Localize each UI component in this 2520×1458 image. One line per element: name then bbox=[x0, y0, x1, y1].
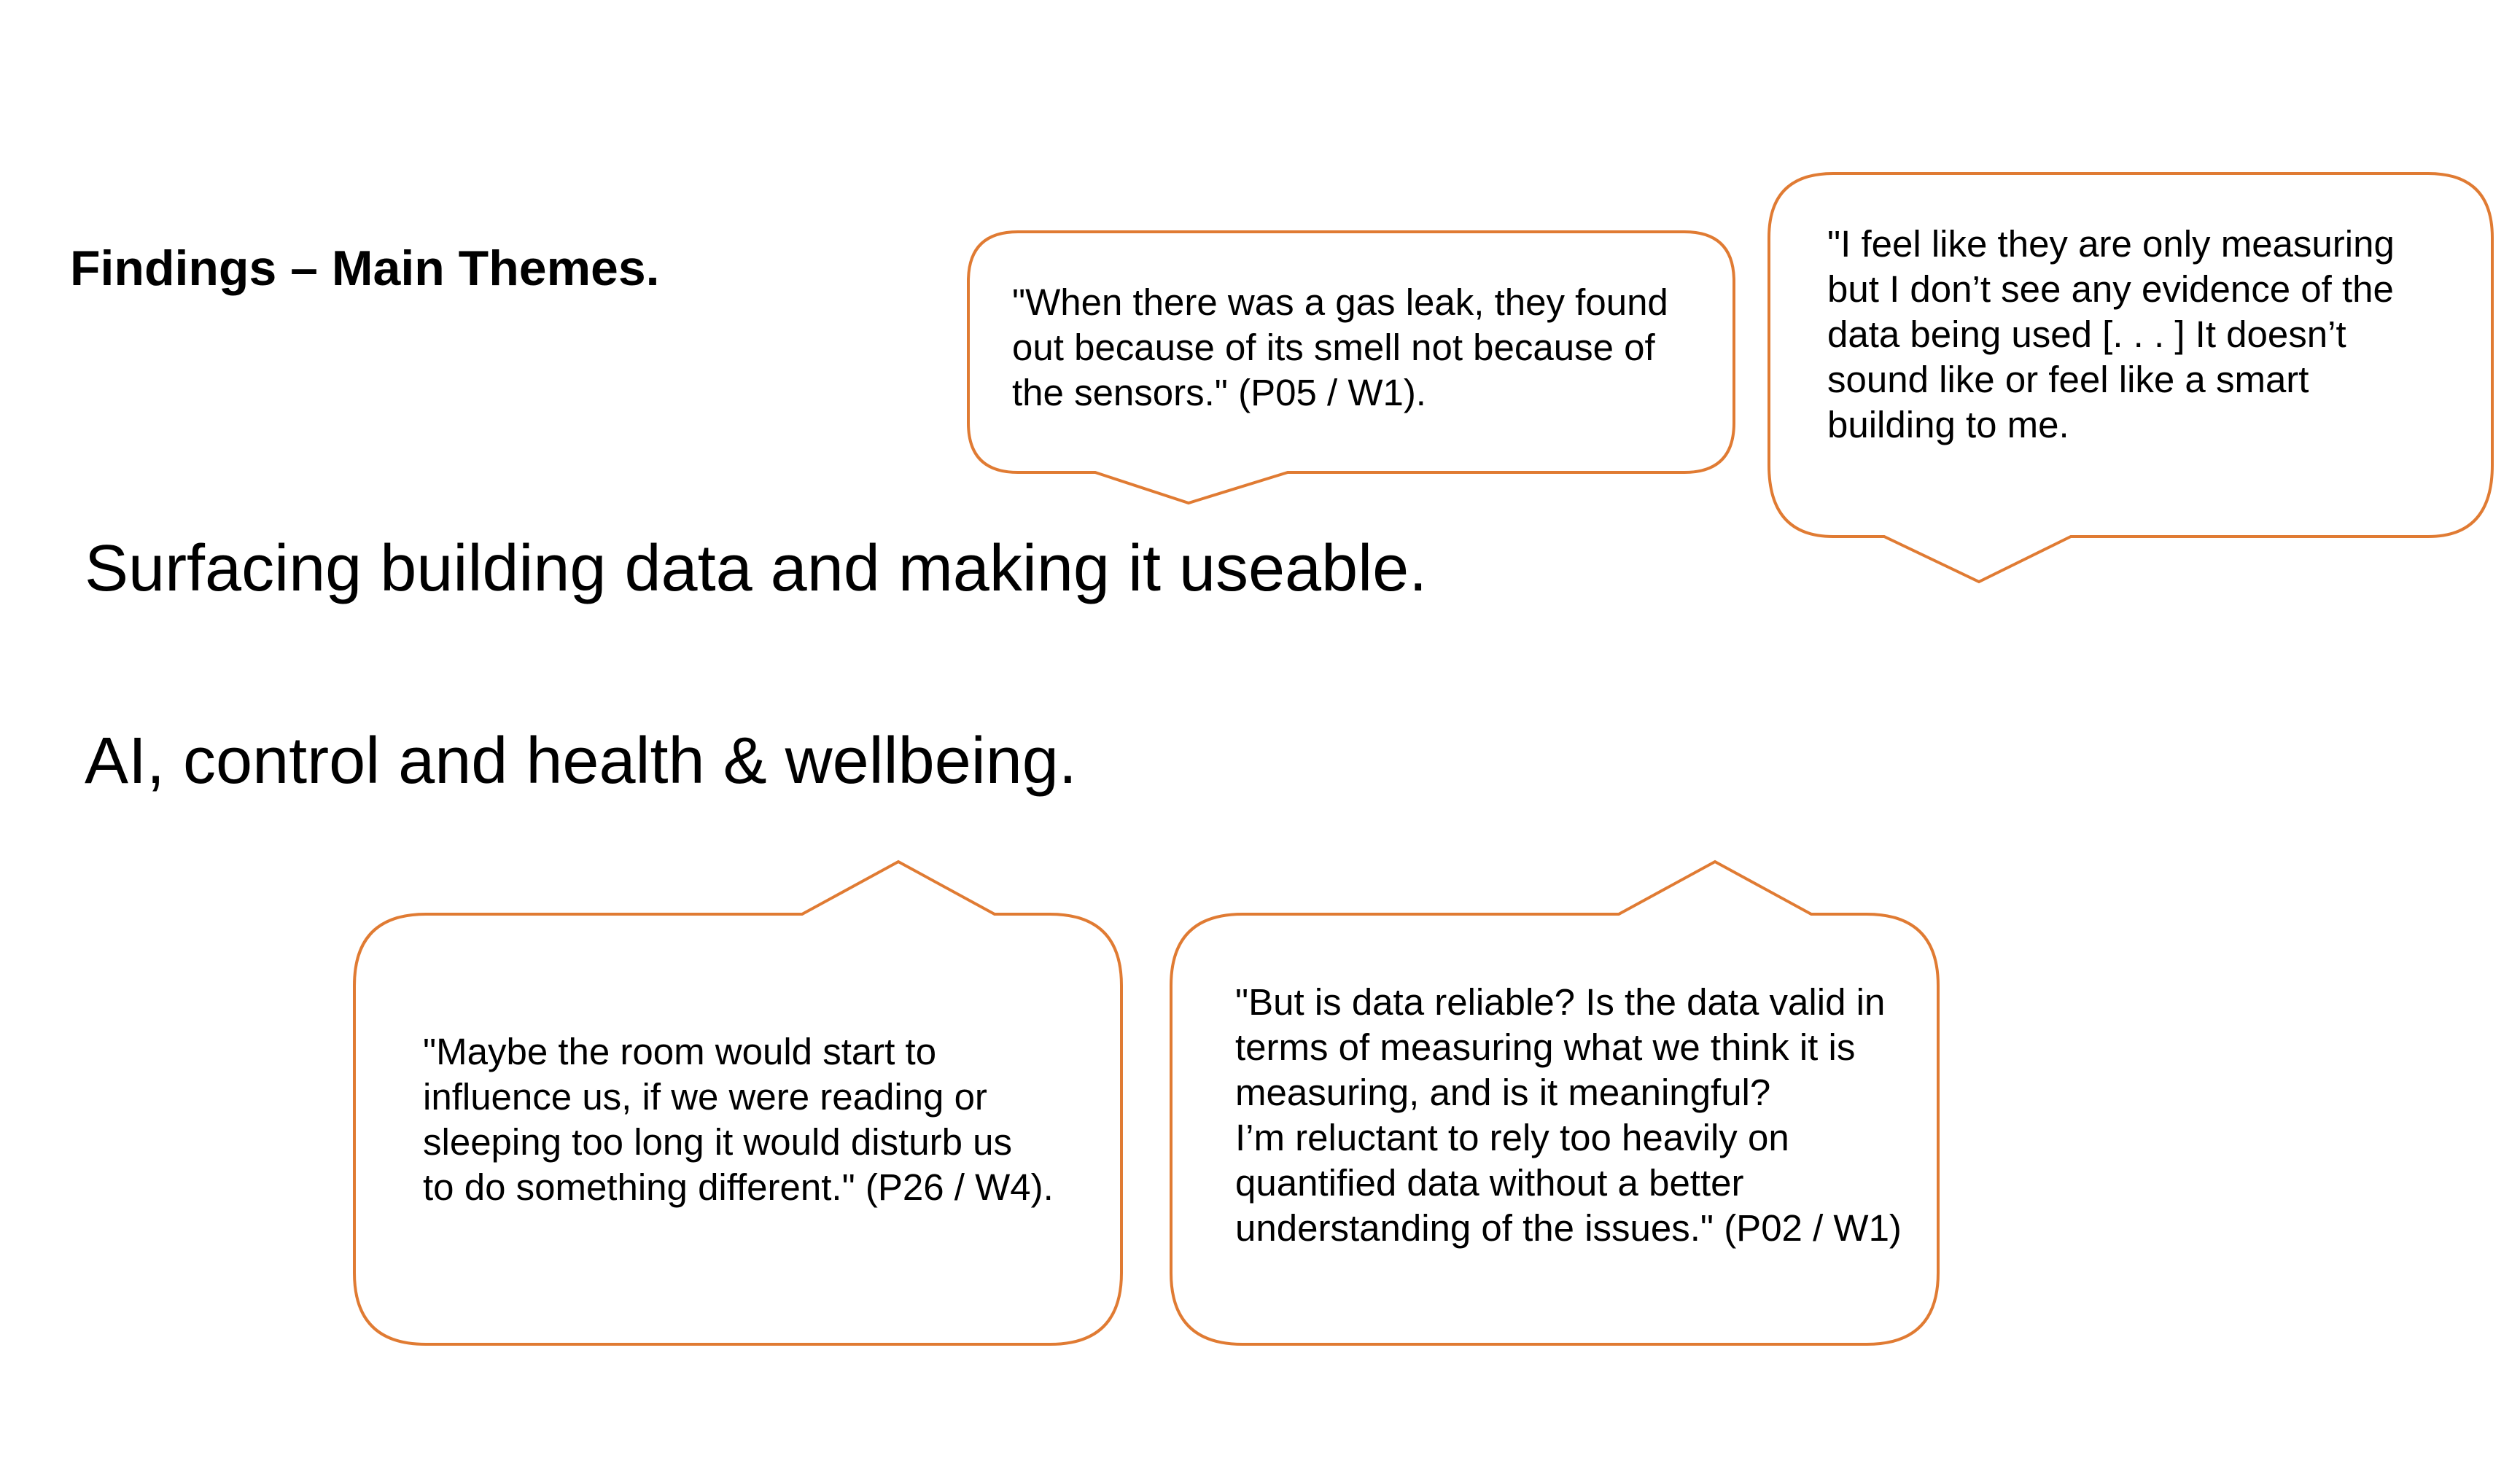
quote-text: "Maybe the room would start to influence… bbox=[423, 1031, 1054, 1208]
quote-text: "I feel like they are only measuring but… bbox=[1827, 223, 2395, 445]
speech-bubble-shape bbox=[1170, 859, 1940, 1346]
theme-ai-control-wellbeing: AI, control and health & wellbeing. bbox=[85, 725, 1077, 798]
quote-bubble-gas-leak: "When there was a gas leak, they found o… bbox=[967, 230, 1735, 505]
quote-text: "But is data reliable? Is the data valid… bbox=[1235, 981, 1902, 1249]
slide-heading: Findings – Main Themes. bbox=[70, 241, 660, 296]
speech-bubble-shape bbox=[967, 230, 1735, 505]
quote-text: "When there was a gas leak, they found o… bbox=[1012, 281, 1668, 413]
speech-bubble-shape bbox=[353, 859, 1123, 1346]
quote-bubble-data-reliable: "But is data reliable? Is the data valid… bbox=[1170, 859, 1940, 1346]
speech-bubble-shape bbox=[1768, 172, 2494, 584]
quote-bubble-only-measuring: "I feel like they are only measuring but… bbox=[1768, 172, 2494, 585]
theme-surfacing-data: Surfacing building data and making it us… bbox=[85, 532, 1428, 605]
quote-bubble-maybe-room: "Maybe the room would start to influence… bbox=[353, 859, 1123, 1346]
